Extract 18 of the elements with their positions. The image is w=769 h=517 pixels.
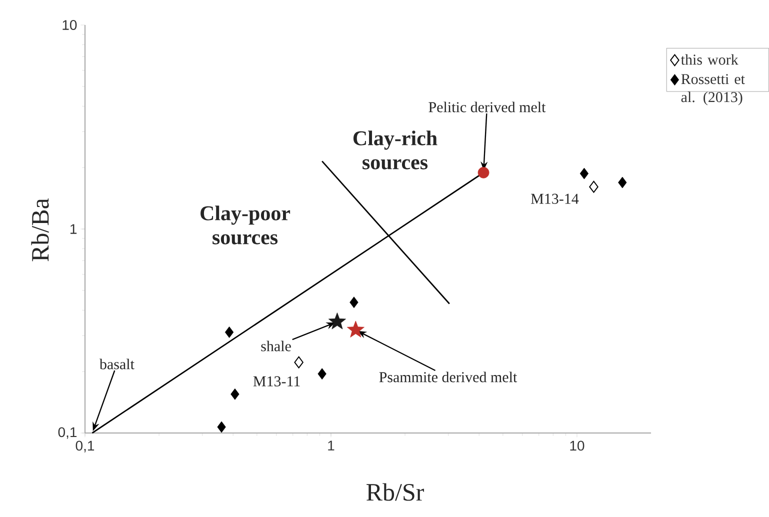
legend-label: this work <box>680 54 738 65</box>
legend-label: Rossetti et al. (2013) <box>681 74 745 106</box>
annotation: M13-14 <box>531 194 579 204</box>
y-tick-label: 0,1 <box>58 427 77 439</box>
annotation: basalt <box>99 358 134 370</box>
y-tick-label: 1 <box>70 224 77 234</box>
y-axis-title: Rb/Ba <box>31 198 49 262</box>
annotation: Clay-poor sources <box>200 206 290 244</box>
y-tick-label: 10 <box>62 20 77 30</box>
annotation: Psammite derived melt <box>379 372 518 382</box>
annotation: M13-11 <box>253 376 300 386</box>
x-tick-label: 10 <box>570 440 584 451</box>
x-axis-title: Rb/Sr <box>366 483 424 501</box>
annotation: Clay-rich sources <box>353 130 438 170</box>
annotation: shale <box>261 340 291 352</box>
x-tick-label: 1 <box>328 440 334 450</box>
x-tick-label: 0,1 <box>76 440 94 452</box>
annotation: Pelitic derived melt <box>428 102 546 112</box>
